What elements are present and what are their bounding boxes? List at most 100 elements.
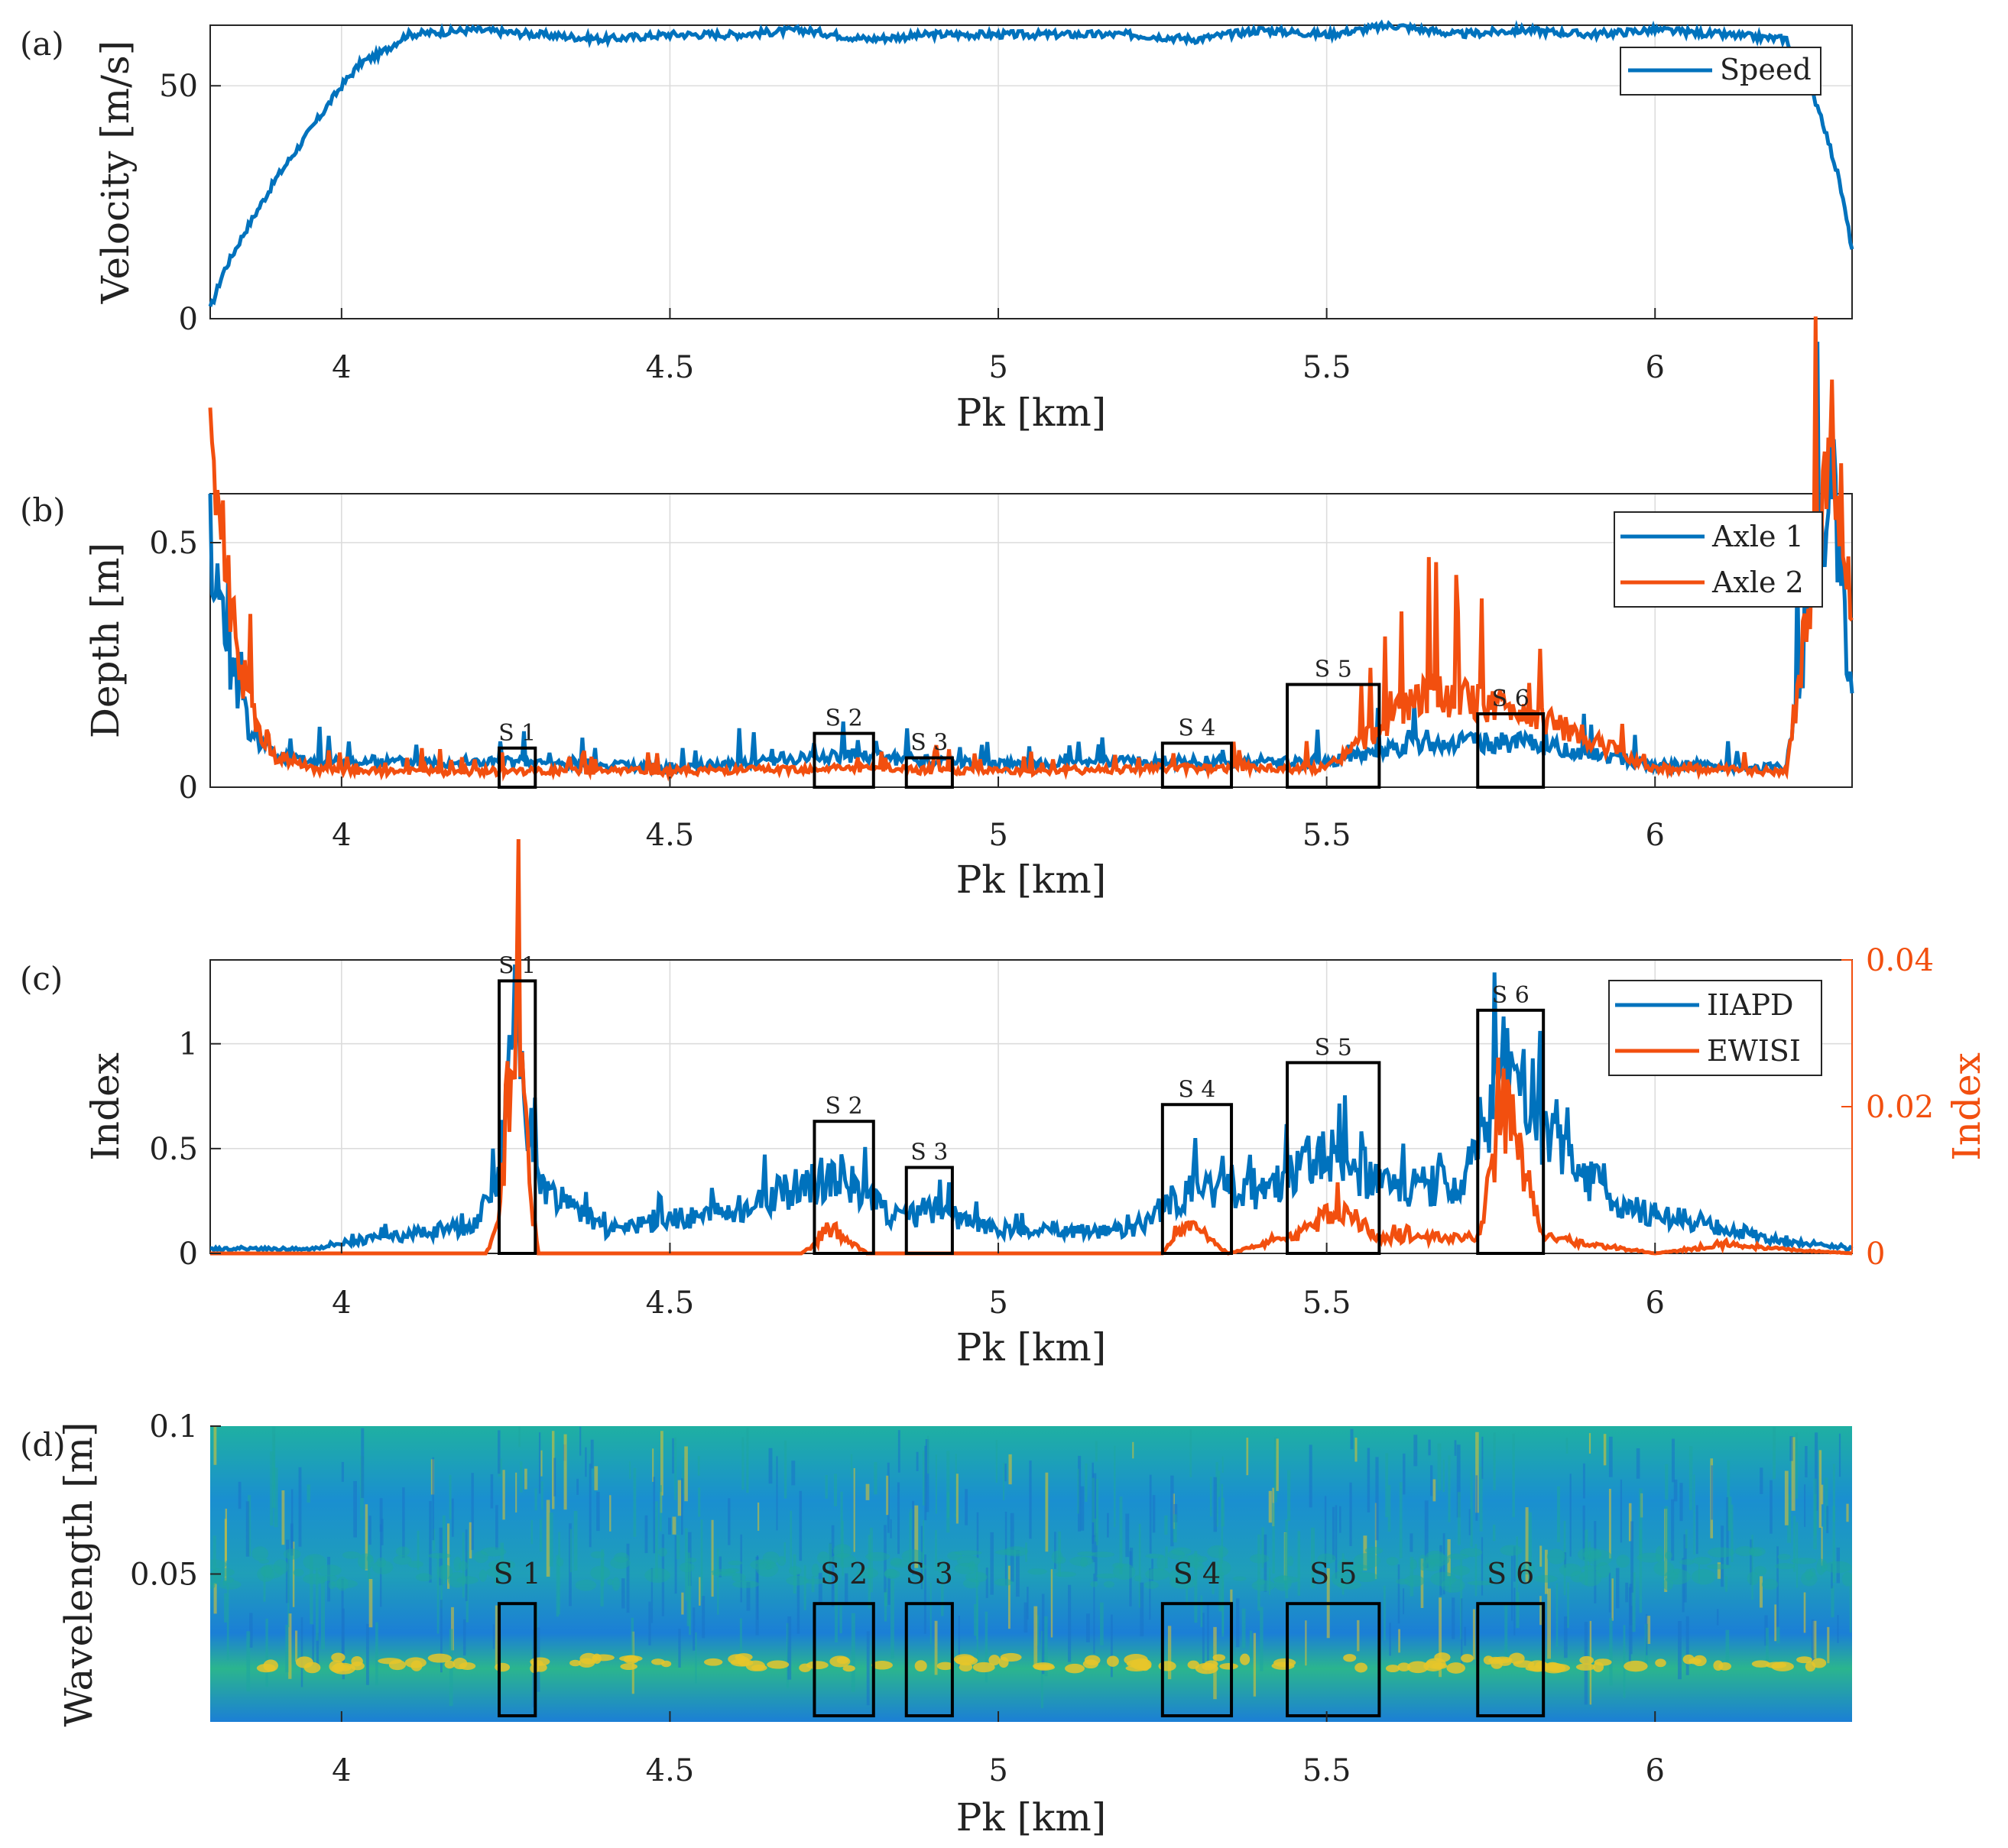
region-box [1476,712,1546,789]
region-box [904,1166,954,1255]
spectrogram-peak [1136,1662,1152,1670]
x-tick-label: 4.5 [646,1753,695,1788]
spectrogram-band [919,1564,927,1570]
spectrogram-band [1821,1559,1828,1573]
panel-label-c: (c) [20,960,63,997]
region-label: S 1 [494,1557,541,1590]
spectrogram-band [777,1555,787,1566]
spectrogram-band [994,1549,1021,1555]
spectrogram-peak [495,1662,511,1672]
speed-series-line [208,19,1854,307]
legend-c: IIAPD EWISI [1608,980,1822,1076]
spectrogram-band [644,1568,670,1584]
spectrogram-band [1451,1565,1471,1576]
spectrogram-band [611,1577,621,1591]
grid-a [210,25,1852,319]
spectrogram-peak [1483,1655,1494,1665]
spectrogram-band [478,1569,487,1582]
spectrogram-peak [1434,1652,1451,1662]
spectrogram-band [1353,1553,1381,1569]
spectrogram-band [1774,1563,1796,1570]
spectrogram-band [1056,1556,1066,1564]
region-label: S 1 [498,720,536,747]
regions-d: S 1 S 2 S 3 S 4 S 5 S 6 [494,1557,1546,1717]
spectrogram-peak [378,1658,402,1665]
spectrogram-peak [972,1662,995,1673]
spectrogram-peak [745,1660,766,1671]
x-tick-label: 6 [1646,818,1665,853]
spectrogram-peak [1655,1658,1666,1668]
spectrogram-peak [660,1660,672,1668]
spectrogram-band [415,1573,433,1581]
y-tick-label: 0.5 [149,1132,198,1167]
region-label: S 6 [1492,982,1530,1009]
region-label: S 4 [1173,1557,1221,1590]
spectrogram-band [856,1568,879,1579]
spectrogram-peak [806,1661,829,1670]
x-tick-label: 4 [332,350,351,385]
spectrogram-peak [1187,1660,1200,1669]
spectrogram-band [1317,1553,1336,1564]
spectrogram-band [458,1561,469,1571]
spectrogram-highlights [210,1426,1852,1708]
ticks-d: 4 4.5 5 5.5 6 0.05 0.1 [130,1409,1665,1788]
grid-c [210,960,1852,1254]
region-box [813,731,875,789]
spectrogram-band [526,1580,533,1585]
spectrogram-band [610,1556,631,1569]
spectrogram-band [1145,1568,1169,1581]
ticks-a: 4 4.5 5 5.5 6 0 50 [159,69,1665,385]
legend-iiapd-label: IIAPD [1707,988,1794,1022]
panel-label-b: (b) [20,491,66,529]
y-right-tick-label: 0.02 [1866,1090,1934,1125]
spectrogram-band [1791,1558,1817,1564]
spectrogram-band [1331,1571,1352,1587]
spectrogram-peak [1805,1661,1816,1672]
region-label: S 4 [1178,1076,1215,1103]
spectrogram-band [393,1555,412,1565]
spectrogram-peak [1202,1662,1215,1671]
region-box [1286,1061,1381,1256]
spectrogram-band [261,1564,273,1577]
spectrogram-band [1579,1570,1602,1587]
spectrogram-peak [799,1663,812,1672]
spectrogram-band [890,1557,902,1566]
spectrogram-band [1113,1563,1136,1581]
spectrogram-band [1692,1557,1712,1565]
x-tick-label: 4.5 [646,1285,695,1321]
spectrogram-band [936,1559,946,1574]
spectrogram-peak [404,1657,427,1668]
region-box [813,1120,875,1255]
x-axis-label-a: Pk [km] [956,391,1107,435]
spectrogram-band [1338,1558,1351,1573]
axes-frame-a [209,24,1853,319]
spectrogram-band [1096,1573,1118,1579]
spectrogram-band [1212,1560,1231,1576]
spectrogram-band [1761,1579,1779,1590]
spectrogram-band [436,1564,453,1581]
spectrogram-peak [1343,1654,1357,1662]
spectrogram-band [679,1562,695,1573]
axle-2-series-line [208,316,1854,782]
spectrogram-peak [1423,1660,1443,1671]
spectrogram-band [1653,1561,1675,1577]
spectrogram-peak [1397,1662,1411,1671]
spectrogram-band [1708,1547,1735,1558]
spectrogram-peak [530,1657,550,1666]
x-tick-label: 5.5 [1302,1285,1351,1321]
spectrogram-peak [338,1664,352,1671]
spectrogram-band [732,1581,760,1588]
spectrogram-band [575,1579,597,1591]
legend-box-c [1608,980,1822,1076]
legend-axle-2-label: Axle 2 [1711,566,1804,599]
spectrogram-band [427,1553,452,1559]
spectrogram-band [963,1578,980,1589]
legend-speed-label: Speed [1720,53,1812,86]
spectrogram-peak [1766,1662,1787,1669]
axes-frame-c [209,959,1853,1254]
spectrogram-peak [936,1662,954,1671]
spectrogram-band [485,1567,513,1577]
spectrogram-band [1841,1571,1852,1587]
